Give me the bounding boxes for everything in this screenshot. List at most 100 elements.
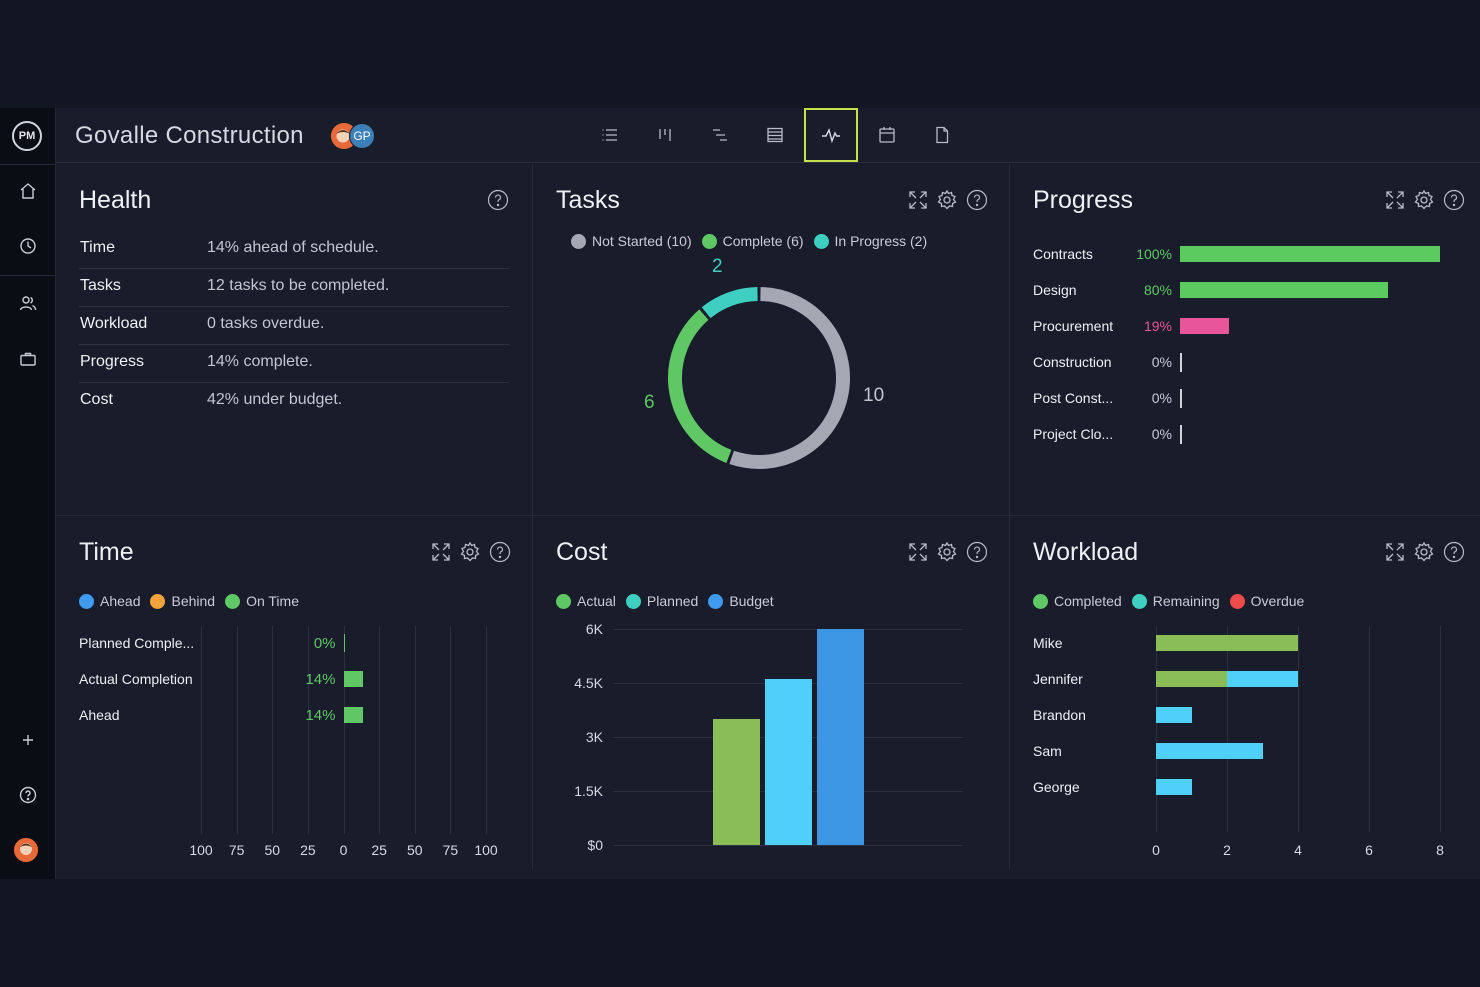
panel-title: Tasks xyxy=(556,186,620,214)
progress-bar[interactable] xyxy=(1180,389,1182,408)
workload-row-label: Mike xyxy=(1033,635,1063,651)
time-gridline xyxy=(486,626,487,834)
expand-icon[interactable] xyxy=(908,190,928,210)
progress-row-percent: 100% xyxy=(1136,246,1172,262)
briefcase-icon[interactable] xyxy=(16,347,40,371)
legend-item[interactable]: Remaining xyxy=(1131,593,1220,609)
legend-item[interactable]: Behind xyxy=(150,593,215,609)
legend-item[interactable]: Actual xyxy=(556,593,616,609)
sidebar-divider xyxy=(0,164,56,165)
health-panel: Health Time 14% ahead of schedule. Tasks 1… xyxy=(56,164,532,515)
board-view-icon[interactable] xyxy=(638,108,692,162)
time-bar[interactable] xyxy=(343,634,345,652)
cost-y-tick: 4.5K xyxy=(574,675,603,691)
dashboard-view-icon[interactable] xyxy=(804,108,858,162)
progress-bar[interactable] xyxy=(1180,318,1230,334)
help-icon[interactable] xyxy=(966,189,988,211)
donut-slice-in-progress[interactable] xyxy=(701,287,758,319)
workload-legend: Completed Remaining Overdue xyxy=(1033,593,1304,609)
plus-icon[interactable] xyxy=(16,728,40,752)
time-gridline xyxy=(379,626,381,834)
panel-controls xyxy=(1385,541,1465,563)
help-icon[interactable] xyxy=(16,783,40,807)
legend-item[interactable]: In Progress (2) xyxy=(813,233,927,249)
expand-icon[interactable] xyxy=(431,542,451,562)
legend-item[interactable]: Budget xyxy=(708,593,774,609)
donut-slice-not-started[interactable] xyxy=(729,287,850,469)
expand-icon[interactable] xyxy=(1385,542,1405,562)
cost-bar[interactable] xyxy=(817,629,864,845)
cost-bar[interactable] xyxy=(765,679,812,845)
people-icon[interactable] xyxy=(16,291,40,315)
help-icon[interactable] xyxy=(1443,189,1465,211)
progress-row-percent: 80% xyxy=(1143,282,1172,298)
help-icon[interactable] xyxy=(966,541,988,563)
legend-item[interactable]: On Time xyxy=(225,593,299,609)
workload-bar[interactable] xyxy=(1156,707,1192,723)
sidebar: PM xyxy=(0,108,56,879)
gear-icon[interactable] xyxy=(459,541,481,563)
home-icon[interactable] xyxy=(16,179,40,203)
workload-bar[interactable] xyxy=(1156,743,1263,759)
panel-title: Workload xyxy=(1033,538,1139,566)
expand-icon[interactable] xyxy=(908,542,928,562)
legend-label: Complete (6) xyxy=(722,233,804,249)
legend-label: Behind xyxy=(171,593,216,609)
list-view-icon[interactable] xyxy=(583,108,637,162)
progress-bar[interactable] xyxy=(1180,282,1388,298)
pm-logo[interactable]: PM xyxy=(12,121,42,151)
help-icon[interactable] xyxy=(1443,541,1465,563)
progress-bar[interactable] xyxy=(1180,246,1440,262)
help-icon[interactable] xyxy=(489,541,511,563)
legend-item[interactable]: Not Started (10) xyxy=(571,233,692,249)
gear-icon[interactable] xyxy=(1413,189,1435,211)
sheet-view-icon[interactable] xyxy=(748,108,802,162)
legend-dot xyxy=(1229,593,1245,609)
project-title[interactable]: Govalle Construction xyxy=(75,122,304,149)
dashboard-app: PM Govalle Construction GP xyxy=(0,108,1480,879)
legend-item[interactable]: Overdue xyxy=(1229,593,1304,609)
workload-bar[interactable] xyxy=(1227,671,1298,687)
calendar-view-icon[interactable] xyxy=(860,108,914,162)
clock-icon[interactable] xyxy=(16,234,40,258)
health-label: Progress xyxy=(80,353,145,370)
progress-bar[interactable] xyxy=(1180,353,1182,372)
progress-bar[interactable] xyxy=(1180,425,1182,444)
legend-label: Actual xyxy=(577,593,616,609)
workload-bar[interactable] xyxy=(1156,671,1227,687)
workload-bar[interactable] xyxy=(1156,779,1192,795)
workload-gridline xyxy=(1227,626,1228,832)
legend-item[interactable]: Complete (6) xyxy=(701,233,804,249)
progress-panel: Progress Contracts 100% Design 80% Procureme… xyxy=(1010,164,1480,515)
tasks-donut-chart xyxy=(668,287,850,469)
panel-controls xyxy=(908,189,988,211)
workload-x-tick: 8 xyxy=(1436,842,1444,858)
expand-icon[interactable] xyxy=(1385,190,1405,210)
donut-slice-complete[interactable] xyxy=(668,309,732,463)
cost-y-tick: $0 xyxy=(587,837,603,853)
progress-row-percent: 0% xyxy=(1151,390,1172,406)
cost-bar[interactable] xyxy=(713,719,760,845)
gantt-view-icon[interactable] xyxy=(693,108,747,162)
workload-panel: Workload Completed Remaining Overdue 0 2 4… xyxy=(1010,516,1480,869)
help-icon[interactable] xyxy=(487,189,509,211)
legend-item[interactable]: Completed xyxy=(1033,593,1122,609)
legend-dot xyxy=(1033,593,1048,609)
document-view-icon[interactable] xyxy=(915,108,969,162)
legend-label: On Time xyxy=(246,593,299,609)
time-bar[interactable] xyxy=(343,671,364,687)
time-gridline xyxy=(414,626,416,834)
gear-icon[interactable] xyxy=(936,189,958,211)
panel-title: Health xyxy=(79,186,152,214)
time-bar[interactable] xyxy=(343,707,364,723)
member-avatar-initials[interactable]: GP xyxy=(349,123,375,149)
user-avatar[interactable] xyxy=(14,838,38,862)
panel-controls xyxy=(487,189,509,211)
time-x-tick: 25 xyxy=(300,842,316,858)
workload-bar[interactable] xyxy=(1156,635,1298,651)
legend-item[interactable]: Ahead xyxy=(79,593,140,609)
legend-item[interactable]: Planned xyxy=(625,593,698,609)
time-x-tick: 0 xyxy=(339,842,348,858)
gear-icon[interactable] xyxy=(936,541,958,563)
gear-icon[interactable] xyxy=(1413,541,1435,563)
